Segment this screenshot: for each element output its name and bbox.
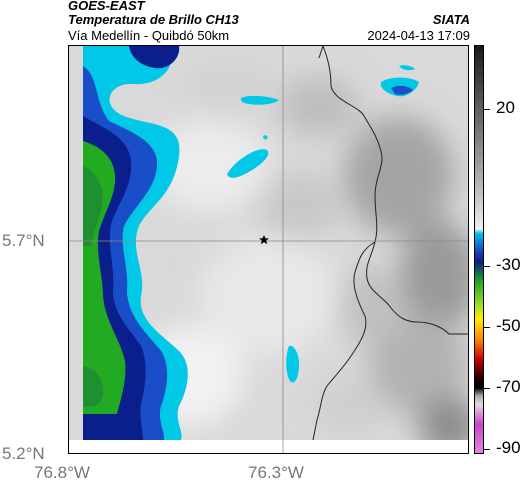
boundary-lines: [312, 46, 468, 441]
cold-cloud-top: [129, 46, 180, 69]
colorbar-label-minus-50: -50: [496, 316, 521, 335]
colorbar-tick: [484, 388, 490, 389]
lat-label-5-2: 5.2°N: [2, 444, 45, 463]
scattered-convection: [227, 65, 419, 383]
cold-cloud-band: [83, 46, 188, 440]
colorbar-tick: [484, 327, 490, 328]
lat-label-5-7: 5.7°N: [2, 231, 45, 250]
product-title: Temperatura de Brillo CH13: [68, 12, 239, 27]
colorbar-tick: [484, 449, 490, 450]
colorbar-tick: [484, 109, 490, 110]
star-icon: [259, 235, 269, 245]
colorbar-label-minus-70: -70: [496, 377, 521, 396]
org-label: SIATA: [432, 12, 470, 27]
colorbar-label-20: 20: [496, 98, 515, 117]
colorbar-label-minus-90: -90: [496, 438, 521, 457]
colorbar-label-minus-30: -30: [496, 255, 521, 274]
satellite-title: GOES-EAST: [68, 0, 145, 13]
colorbar-tick: [484, 266, 490, 267]
lon-label-76-8: 76.8°W: [34, 463, 90, 482]
route-label: Vía Medellín - Quibdó 50km: [68, 28, 230, 43]
brightness-temperature-map: [69, 46, 468, 453]
colorbar: [474, 45, 484, 454]
lon-label-76-3: 76.3°W: [248, 463, 304, 482]
map-panel[interactable]: [68, 45, 469, 454]
datetime-label: 2024-04-13 17:09: [367, 28, 470, 43]
map-bottom-margin: [69, 440, 468, 453]
graticule: [69, 46, 468, 453]
